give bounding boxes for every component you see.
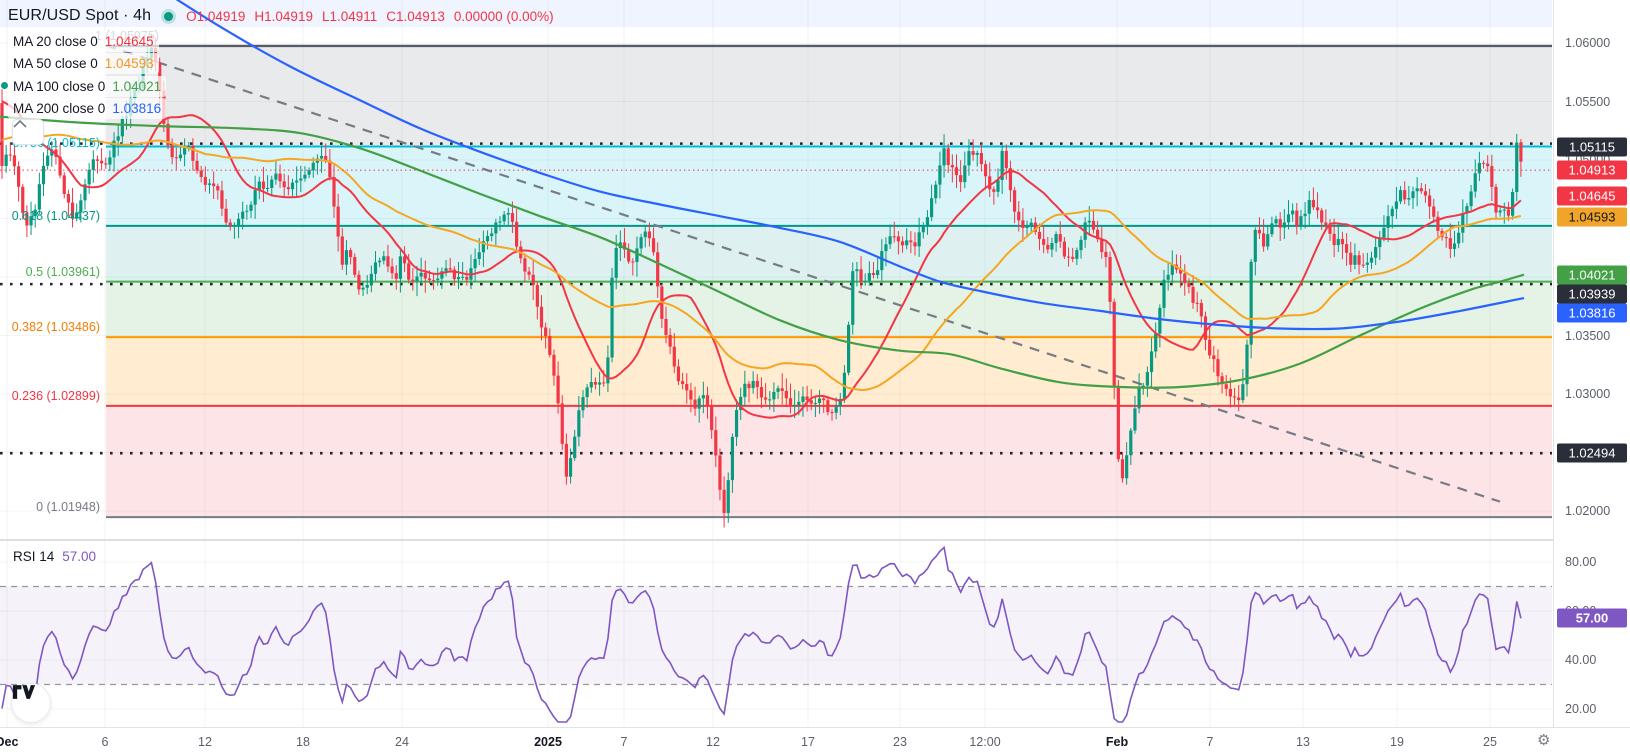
price-badge: 1.04645 [1557, 186, 1627, 206]
rsi-tick-label: 20.00 [1565, 702, 1597, 716]
ma-legend-row[interactable]: MA 20 close 0 1.04645 [8, 30, 159, 52]
rsi-tick-label: 80.00 [1565, 555, 1597, 569]
ma-legend-value: 1.04021 [112, 78, 162, 94]
ma-legend-row[interactable]: MA 200 close 0 1.03816 [8, 98, 167, 119]
ma-legend-label: MA 200 close 0 [13, 101, 106, 116]
ohlc-values: O1.04919 H1.04919 L1.04911 C1.04913 0.00… [186, 9, 554, 24]
ma-legend-label: MA 100 close 0 [13, 78, 106, 94]
price-badge: 1.02494 [1557, 443, 1627, 463]
ohlc-change: 0.00000 (0.00%) [453, 8, 554, 24]
time-tick-label: 7 [1206, 735, 1214, 749]
rsi-value-badge: 57.00 [1557, 608, 1627, 628]
time-tick-label: Feb [1105, 735, 1129, 749]
time-tick-label: 17 [801, 735, 815, 749]
ma-legend-label: MA 20 close 0 [13, 33, 98, 49]
time-tick-label: 19 [1390, 735, 1404, 749]
time-tick-label: 25 [1483, 735, 1497, 749]
price-badge: 1.03939 [1557, 284, 1627, 304]
ma-legend-row[interactable]: MA 100 close 0 1.04021 [8, 75, 167, 97]
price-badge: 1.04593 [1557, 207, 1627, 227]
rsi-value: 57.00 [62, 549, 97, 564]
ohlc-close: C1.04913 [386, 8, 445, 24]
ma-legend-value: 1.04645 [104, 33, 154, 49]
time-tick-label: 12 [706, 735, 720, 749]
symbol-title: EUR/USD Spot · 4h [8, 7, 152, 24]
pane-collapse-button[interactable] [12, 119, 44, 145]
legend: EUR/USD Spot · 4h O1.04919 H1.04919 L1.0… [8, 3, 554, 119]
symbol-title-row[interactable]: EUR/USD Spot · 4h O1.04919 H1.04919 L1.0… [8, 3, 554, 29]
tradingview-logo[interactable] [11, 683, 51, 723]
chevron-up-icon [13, 120, 27, 128]
time-tick-label: 13 [1296, 735, 1310, 749]
tradingview-logo-icon [12, 685, 36, 699]
price-badge: 1.04913 [1557, 160, 1627, 180]
ma-legend-row[interactable]: MA 50 close 0 1.04593 [8, 53, 159, 74]
rsi-label: RSI 14 [13, 549, 55, 564]
time-tick-label: 7 [620, 735, 628, 749]
price-axis[interactable]: 1.060001.055001.050001.035001.030001.020… [1553, 0, 1630, 727]
price-tick-label: 1.05500 [1565, 94, 1611, 109]
axis-settings-gear-icon[interactable]: ⚙ [1537, 732, 1551, 749]
price-tick-label: 1.02000 [1565, 504, 1611, 518]
fib-level-label[interactable]: 0.382 (1.03486) [11, 320, 100, 335]
fib-level-label[interactable]: 0.236 (1.02899) [11, 388, 100, 403]
price-badge: 1.04021 [1557, 265, 1627, 285]
time-tick-label: 12:00 [969, 735, 1001, 749]
rsi-legend-row[interactable]: RSI 14 57.00 [8, 548, 102, 565]
fib-level-label[interactable]: 0.5 (1.03961) [25, 264, 100, 279]
ohlc-open: O1.04919 [186, 8, 246, 24]
price-badge: 1.05115 [1557, 137, 1627, 157]
time-tick-label: 18 [296, 735, 310, 749]
market-status-icon [164, 11, 174, 21]
ma-legend-value: 1.04593 [104, 56, 154, 71]
ohlc-low: L1.04911 [321, 8, 378, 24]
price-tick-label: 1.03500 [1565, 328, 1611, 343]
time-tick-label: Dec [0, 735, 19, 749]
price-tick-label: 1.03000 [1565, 387, 1611, 401]
price-badge: 1.03816 [1557, 303, 1627, 323]
rsi-tick-label: 40.00 [1565, 653, 1597, 667]
time-tick-label: 6 [101, 735, 109, 749]
time-axis[interactable]: ⚙ Dec 6 12 18 24 2025 7 12 17 23 12:00 Feb 7 13 19 25 [0, 727, 1630, 756]
time-tick-label: 23 [893, 735, 907, 749]
ohlc-high: H1.04919 [254, 8, 313, 24]
time-tick-label: 12 [198, 735, 212, 749]
ma-legend-value: 1.03816 [112, 101, 162, 116]
fib-level-label[interactable]: 0.618 (1.04437) [11, 208, 100, 223]
ma-legend-rows: MA 20 close 0 1.04645 MA 50 close 0 1.04593… [8, 30, 554, 119]
price-tick-label: 1.06000 [1565, 36, 1611, 50]
ma-legend-label: MA 50 close 0 [13, 56, 98, 71]
fib-level-label[interactable]: 0 (1.01948) [36, 500, 100, 515]
time-tick-label: 24 [395, 735, 409, 749]
time-tick-label: 2025 [534, 735, 562, 749]
